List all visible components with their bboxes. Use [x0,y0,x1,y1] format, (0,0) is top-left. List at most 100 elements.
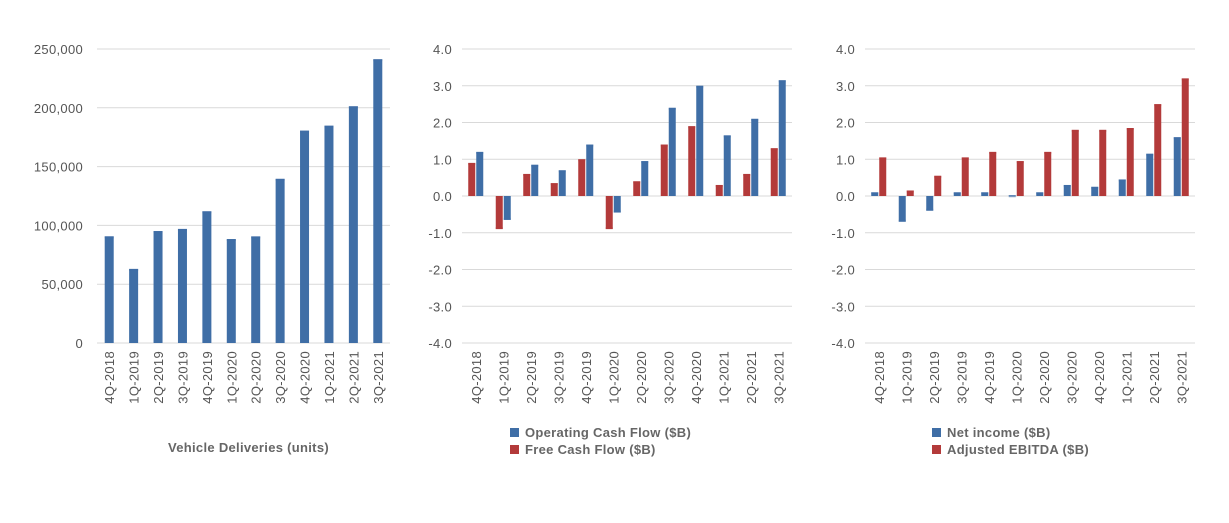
bar-cap [1071,129,1079,132]
legend-swatch [932,428,941,437]
bar-cap [1008,195,1016,198]
x-tick-label: 4Q-2020 [298,351,313,404]
bar-adjusted-ebitda-b-2Q-2021 [1154,104,1162,196]
bar-cap [981,192,989,195]
x-tick-label: 3Q-2020 [1064,351,1079,404]
bar-vehicle-deliveries-1Q-2019 [129,268,139,343]
bar-operating-cash-flow-b-2Q-2020 [641,161,649,196]
y-tick-label: -4.0 [428,336,452,351]
bar-cap [523,173,531,176]
y-tick-label: 1.0 [433,152,452,167]
bar-operating-cash-flow-b-1Q-2019 [503,196,511,220]
x-tick-label: 3Q-2021 [1174,351,1189,404]
bar-cap [348,106,358,109]
y-tick-label: 3.0 [433,79,452,94]
x-tick-label: 4Q-2020 [689,351,704,404]
bar-cap [641,161,649,164]
x-tick-label: 4Q-2018 [469,351,484,404]
legend-swatch [932,445,941,454]
bar-cap [153,231,163,234]
bar-free-cash-flow-b-4Q-2018 [468,162,476,196]
bar-operating-cash-flow-b-4Q-2020 [696,85,704,196]
bar-operating-cash-flow-b-2Q-2021 [751,118,759,196]
x-tick-label: 2Q-2021 [1147,351,1162,404]
bar-cap [953,192,961,195]
bar-cap [1063,184,1071,187]
x-tick-label: 1Q-2020 [1009,351,1024,404]
bar-cap [934,175,942,178]
x-tick-label: 4Q-2019 [579,351,594,404]
bar-net-income-b-2Q-2021 [1146,153,1154,196]
bar-cap [586,144,594,147]
x-tick-label: 3Q-2020 [273,351,288,404]
bar-vehicle-deliveries-3Q-2021 [373,59,383,343]
bar-free-cash-flow-b-2Q-2021 [743,173,751,196]
bar-net-income-b-3Q-2020 [1063,184,1071,196]
x-tick-label: 4Q-2020 [1092,351,1107,404]
bar-free-cash-flow-b-3Q-2019 [550,183,558,196]
bar-cap [778,80,786,83]
legend-swatch [510,445,519,454]
bar-cap [1146,153,1154,156]
bar-vehicle-deliveries-1Q-2020 [226,239,236,343]
y-tick-label: -2.0 [831,263,855,278]
bar-cap [1091,186,1099,189]
y-tick-label: 4.0 [433,42,452,57]
y-tick-label: 250,000 [34,42,83,57]
chart-panel-1: 0 50,000 100,000 150,000 200,000 250,000 4Q-20… [34,42,390,455]
bar-net-income-b-3Q-2021 [1173,137,1181,196]
bar-net-income-b-2Q-2019 [926,196,934,211]
bar-free-cash-flow-b-2Q-2019 [523,173,531,196]
bar-cap [251,236,261,239]
bar-cap [578,159,586,162]
x-tick-label: 1Q-2019 [899,351,914,404]
bar-adjusted-ebitda-b-4Q-2018 [879,157,887,196]
bar-operating-cash-flow-b-4Q-2018 [476,151,484,196]
bar-cap [476,151,484,154]
bar-vehicle-deliveries-2Q-2019 [153,231,163,343]
bar-cap [770,148,778,151]
bar-free-cash-flow-b-4Q-2020 [688,126,696,196]
bar-cap [660,144,668,147]
x-tick-label: 4Q-2019 [200,351,215,404]
y-tick-label: 0.0 [836,189,855,204]
bar-free-cash-flow-b-4Q-2019 [578,159,586,196]
legend-label: Net income ($B) [947,425,1050,440]
bar-cap [1126,128,1134,131]
y-tick-label: -4.0 [831,336,855,351]
bar-adjusted-ebitda-b-2Q-2020 [1044,151,1052,196]
chart-panel-3: -4.0 -3.0 -2.0 -1.0 0.0 1.0 2.0 3.0 4.0 4Q-2018 1Q… [831,42,1195,457]
bar-vehicle-deliveries-4Q-2019 [202,211,212,343]
bar-cap [1181,78,1189,81]
x-tick-label: 1Q-2021 [322,351,337,404]
x-tick-label: 3Q-2020 [661,351,676,404]
bar-cap [300,130,310,133]
x-tick-label: 3Q-2021 [371,351,386,404]
bar-cap [202,211,212,214]
y-tick-label: -1.0 [831,226,855,241]
bar-free-cash-flow-b-1Q-2020 [605,196,613,230]
bar-cap [879,157,887,160]
x-tick-label: 2Q-2019 [927,351,942,404]
bar-vehicle-deliveries-1Q-2021 [324,125,334,343]
bar-cap [503,217,511,220]
x-tick-label: 1Q-2021 [1119,351,1134,404]
bar-free-cash-flow-b-1Q-2019 [495,196,503,230]
bar-cap [468,162,476,165]
x-tick-label: 2Q-2021 [346,351,361,404]
bar-cap [688,126,696,129]
y-tick-label: 200,000 [34,101,83,116]
x-tick-label: 3Q-2019 [175,351,190,404]
x-tick-label: 1Q-2020 [606,351,621,404]
bar-free-cash-flow-b-3Q-2021 [770,148,778,196]
bar-free-cash-flow-b-2Q-2020 [633,181,641,196]
bar-cap [1044,151,1052,154]
bar-cap [373,59,383,62]
legend-label: Adjusted EBITDA ($B) [947,442,1089,457]
y-tick-label: -3.0 [831,299,855,314]
bar-cap [550,183,558,186]
legend-swatch [510,428,519,437]
bar-cap [989,151,997,154]
bar-cap [104,236,114,239]
bar-cap [275,178,285,181]
